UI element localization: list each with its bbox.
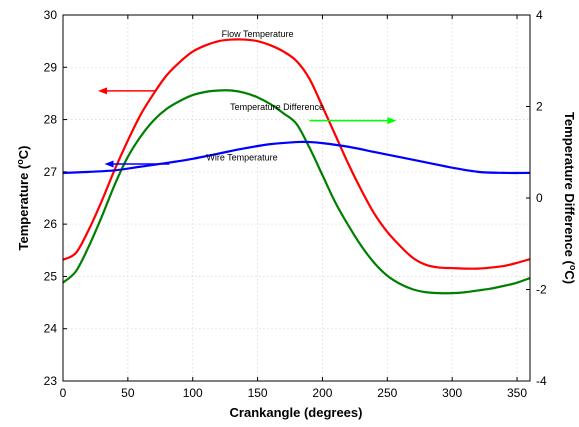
x-tick-label: 0 [60, 386, 67, 400]
x-tick-label: 300 [442, 386, 462, 400]
series-annotations: Flow Temperature Temperature Difference Wi… [206, 29, 324, 162]
y-axis-right-label: Temperature Difference (oC) [562, 112, 578, 284]
axis-ticks: 0 50 100 150 200 250 300 3502324252627282930-4-… [44, 8, 547, 400]
x-tick-label: 100 [183, 386, 203, 400]
y-left-tick-label: 27 [44, 165, 58, 179]
axis-pointer-arrow [98, 87, 157, 95]
y-left-tick-label: 26 [44, 217, 58, 231]
series-annotation: Flow Temperature [222, 29, 294, 39]
y-right-tick-label: 2 [536, 100, 543, 114]
series-annotation: Temperature Difference [230, 102, 324, 112]
y-axis-left-label-prefix: Temperature ( [16, 164, 31, 250]
y-axis-right-label-prefix: Temperature Difference ( [562, 112, 577, 266]
x-tick-label: 250 [377, 386, 397, 400]
y-right-tick-label: -2 [536, 283, 547, 297]
arrow-head [98, 87, 108, 95]
x-tick-label: 350 [507, 386, 527, 400]
y-left-tick-label: 25 [44, 269, 58, 283]
y-left-tick-label: 24 [44, 322, 58, 336]
y-right-tick-label: 4 [536, 8, 543, 22]
series-line-wire-temperature [62, 140, 531, 175]
x-tick-label: 200 [312, 386, 332, 400]
x-tick-label: 50 [121, 386, 135, 400]
series-line-flow-temperature [62, 38, 531, 270]
legend-arrows [98, 87, 397, 168]
arrow-head [104, 160, 114, 168]
y-right-tick-label: -4 [536, 374, 547, 388]
series-line-temperature-difference [62, 89, 531, 295]
y-axis-right-label-degree: o [568, 265, 578, 271]
plot-frame [62, 14, 531, 382]
y-left-tick-label: 28 [44, 113, 58, 127]
axis-pointer-arrow [104, 160, 170, 168]
y-axis-right-label-suffix: C) [562, 270, 577, 284]
x-tick-label: 150 [248, 386, 268, 400]
series-annotation: Wire Temperature [206, 152, 277, 162]
arrow-head [387, 117, 397, 125]
y-left-tick-label: 23 [44, 374, 58, 388]
y-axis-left-label: Temperature (oC) [15, 146, 31, 251]
y-right-tick-label: 0 [536, 191, 543, 205]
axis-pointer-arrow [309, 117, 397, 125]
series-lines [62, 38, 531, 295]
y-left-tick-label: 30 [44, 8, 58, 22]
x-axis-label: Crankangle (degrees) [230, 405, 363, 420]
y-axis-left-label-degree: o [15, 159, 25, 165]
grid [63, 15, 530, 381]
y-left-tick-label: 29 [44, 60, 58, 74]
y-axis-left-label-suffix: C) [16, 146, 31, 160]
